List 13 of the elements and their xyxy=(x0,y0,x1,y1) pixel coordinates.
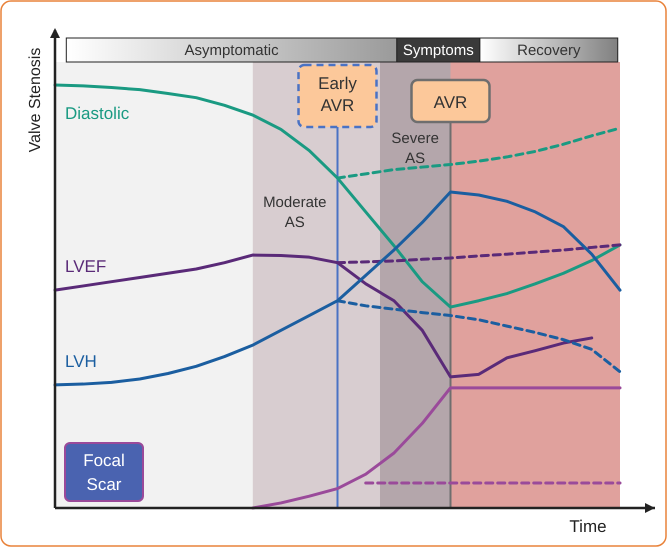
x-axis-title: Time xyxy=(569,517,607,536)
series-label: Diastolic xyxy=(65,104,130,123)
annotation: Severe AS xyxy=(391,130,439,167)
annotation: Moderate AS xyxy=(263,194,326,231)
phase-header: Recovery xyxy=(479,38,618,62)
annotation: AVR xyxy=(434,93,468,112)
phase-header: Symptoms xyxy=(396,38,480,62)
phase-header: Asymptomatic xyxy=(66,38,398,62)
text: Focal Scar xyxy=(83,451,125,494)
annotation: Early AVR xyxy=(318,74,358,115)
y-axis-title: Valve Stenosis xyxy=(27,48,44,152)
series-label: LVH xyxy=(65,352,97,371)
series-label: LVEF xyxy=(65,257,106,276)
